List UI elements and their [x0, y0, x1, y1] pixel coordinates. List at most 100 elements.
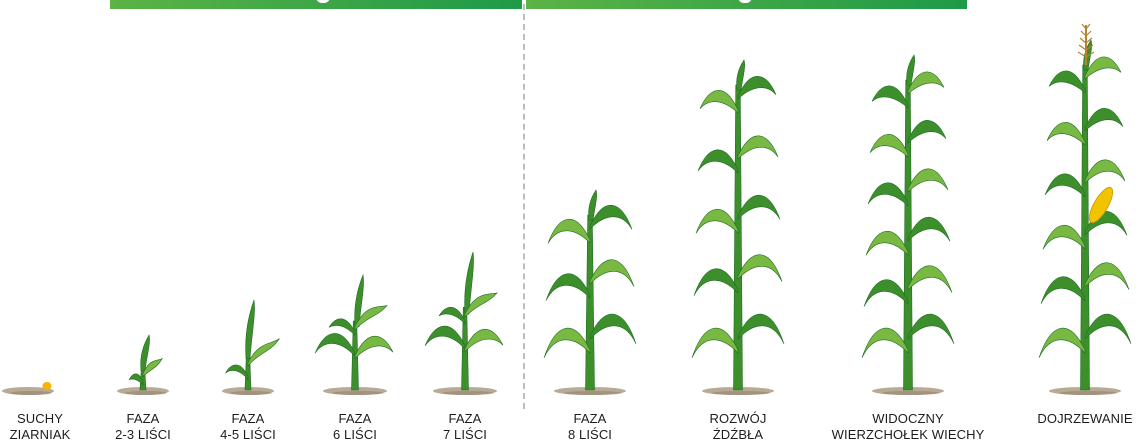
stage-label-line2: ŹDŹBŁA: [712, 427, 764, 442]
stage-label-faza-8: FAZA 8 LIŚCI: [495, 411, 685, 443]
tassel-branch: [1085, 30, 1092, 37]
leaf: [424, 325, 466, 350]
plant-wierzcholek-wiechy: [861, 54, 955, 395]
tassel-branch: [1080, 30, 1087, 37]
leaf: [907, 314, 955, 345]
plant-rozwoj-zdzbla: [691, 59, 785, 395]
leaf: [691, 328, 739, 359]
stage-label-line1: DOJRZEWANIE: [1037, 411, 1133, 426]
leaf: [314, 333, 356, 357]
generative-phase-band: [526, 0, 967, 9]
stage-label-line2: 8 LIŚCI: [567, 427, 613, 442]
tassel-branch: [1085, 23, 1091, 30]
leaf: [861, 328, 909, 359]
stage-label-wierzcholek-wiechy: WIDOCZNY WIERZCHOŁEK WIECHY: [813, 411, 1003, 443]
leaf-upright: [1083, 39, 1092, 71]
stage-label-line1: WIDOCZNY: [872, 411, 944, 426]
tassel-branch: [1079, 37, 1087, 44]
plant-faza-4-5: [222, 299, 280, 395]
plant-faza-6: [314, 273, 394, 395]
leaf: [328, 318, 356, 337]
leaf: [589, 314, 637, 345]
leaf: [737, 135, 779, 160]
leaf: [438, 307, 466, 325]
leaf: [907, 71, 945, 95]
leaf: [589, 259, 635, 287]
leaf: [695, 209, 739, 234]
vegetative-phase-band: [110, 0, 522, 9]
stage-label-dojrzewanie: DOJRZEWANIE: [990, 411, 1142, 427]
stage-label-faza-7: FAZA 7 LIŚCI: [370, 411, 560, 443]
plant-suchy-ziarniak: [2, 382, 54, 395]
stage-label-line1: FAZA: [126, 411, 160, 426]
stage-label-line2: 4-5 LIŚCI: [220, 427, 276, 442]
tassel-branch: [1085, 37, 1093, 44]
stage-label-line2: ZIARNIAK: [9, 427, 71, 442]
leaf: [1084, 56, 1122, 80]
leaf: [1048, 70, 1086, 94]
leaf: [697, 149, 739, 174]
tassel-branch: [1081, 23, 1087, 30]
leaf: [545, 273, 591, 301]
tassel-branch: [1085, 51, 1095, 58]
leaf-upright: [906, 54, 915, 86]
leaf-upright: [464, 251, 474, 315]
stage-label-line1: ROZWÓJ: [709, 411, 767, 426]
soil-shadow: [1059, 391, 1117, 395]
stage-label-line1: FAZA: [448, 411, 482, 426]
stage-label-line2: 7 LIŚCI: [442, 427, 488, 442]
stage-label-line2: WIERZCHOŁEK WIECHY: [831, 427, 985, 442]
leaf: [1046, 122, 1086, 146]
leaf: [907, 265, 953, 293]
leaf-upright: [245, 299, 255, 359]
leaf: [128, 373, 144, 386]
leaf: [547, 219, 591, 244]
plant-faza-2-3: [117, 334, 169, 395]
stage-label-line1: FAZA: [338, 411, 372, 426]
leaf: [693, 268, 739, 296]
leaf: [354, 305, 388, 331]
leaf: [865, 231, 909, 256]
leaf: [907, 168, 949, 193]
band-heading-glyph: [738, 0, 752, 3]
stage-label-suchy-ziarniak: SUCHY ZIARNIAK: [0, 411, 135, 443]
leaf: [1042, 225, 1086, 250]
soil-shadow: [712, 391, 770, 395]
stage-label-faza-2-3: FAZA 2-3 LIŚCI: [48, 411, 238, 443]
leaf: [225, 364, 249, 381]
leaf: [863, 279, 909, 307]
band-heading-glyph: [316, 0, 330, 3]
tassel-branch: [1078, 44, 1087, 51]
tassel-branch: [1085, 44, 1094, 51]
leaf: [247, 338, 280, 367]
stage-label-faza-6: FAZA 6 LIŚCI: [260, 411, 450, 443]
leaf: [907, 120, 947, 144]
leaf: [1084, 159, 1126, 184]
plant-faza-7: [424, 251, 504, 395]
leaf: [699, 90, 739, 114]
soil-shadow: [564, 391, 622, 395]
leaf: [737, 76, 777, 100]
leaf: [543, 328, 591, 359]
stage-label-line1: FAZA: [573, 411, 607, 426]
leaf: [737, 195, 781, 220]
phase-divider: [523, 4, 525, 409]
leaf: [869, 134, 909, 158]
leaf: [142, 357, 163, 378]
soil-shadow: [10, 391, 52, 395]
soil-shadow: [332, 391, 384, 395]
tassel-branch: [1077, 51, 1087, 58]
soil-shadow: [442, 391, 494, 395]
leaf: [737, 254, 783, 282]
leaf-upright: [354, 273, 364, 328]
leaf: [1044, 173, 1086, 198]
leaf: [464, 292, 498, 318]
leaf-upright: [588, 189, 597, 221]
leaf: [354, 336, 394, 360]
stage-label-line2: 2-3 LIŚCI: [115, 427, 171, 442]
soil-shadow: [882, 391, 940, 395]
stage-label-rozwoj-zdzbla: ROZWÓJ ŹDŹBŁA: [643, 411, 833, 443]
soil-shadow: [230, 391, 272, 395]
leaf: [871, 85, 909, 109]
